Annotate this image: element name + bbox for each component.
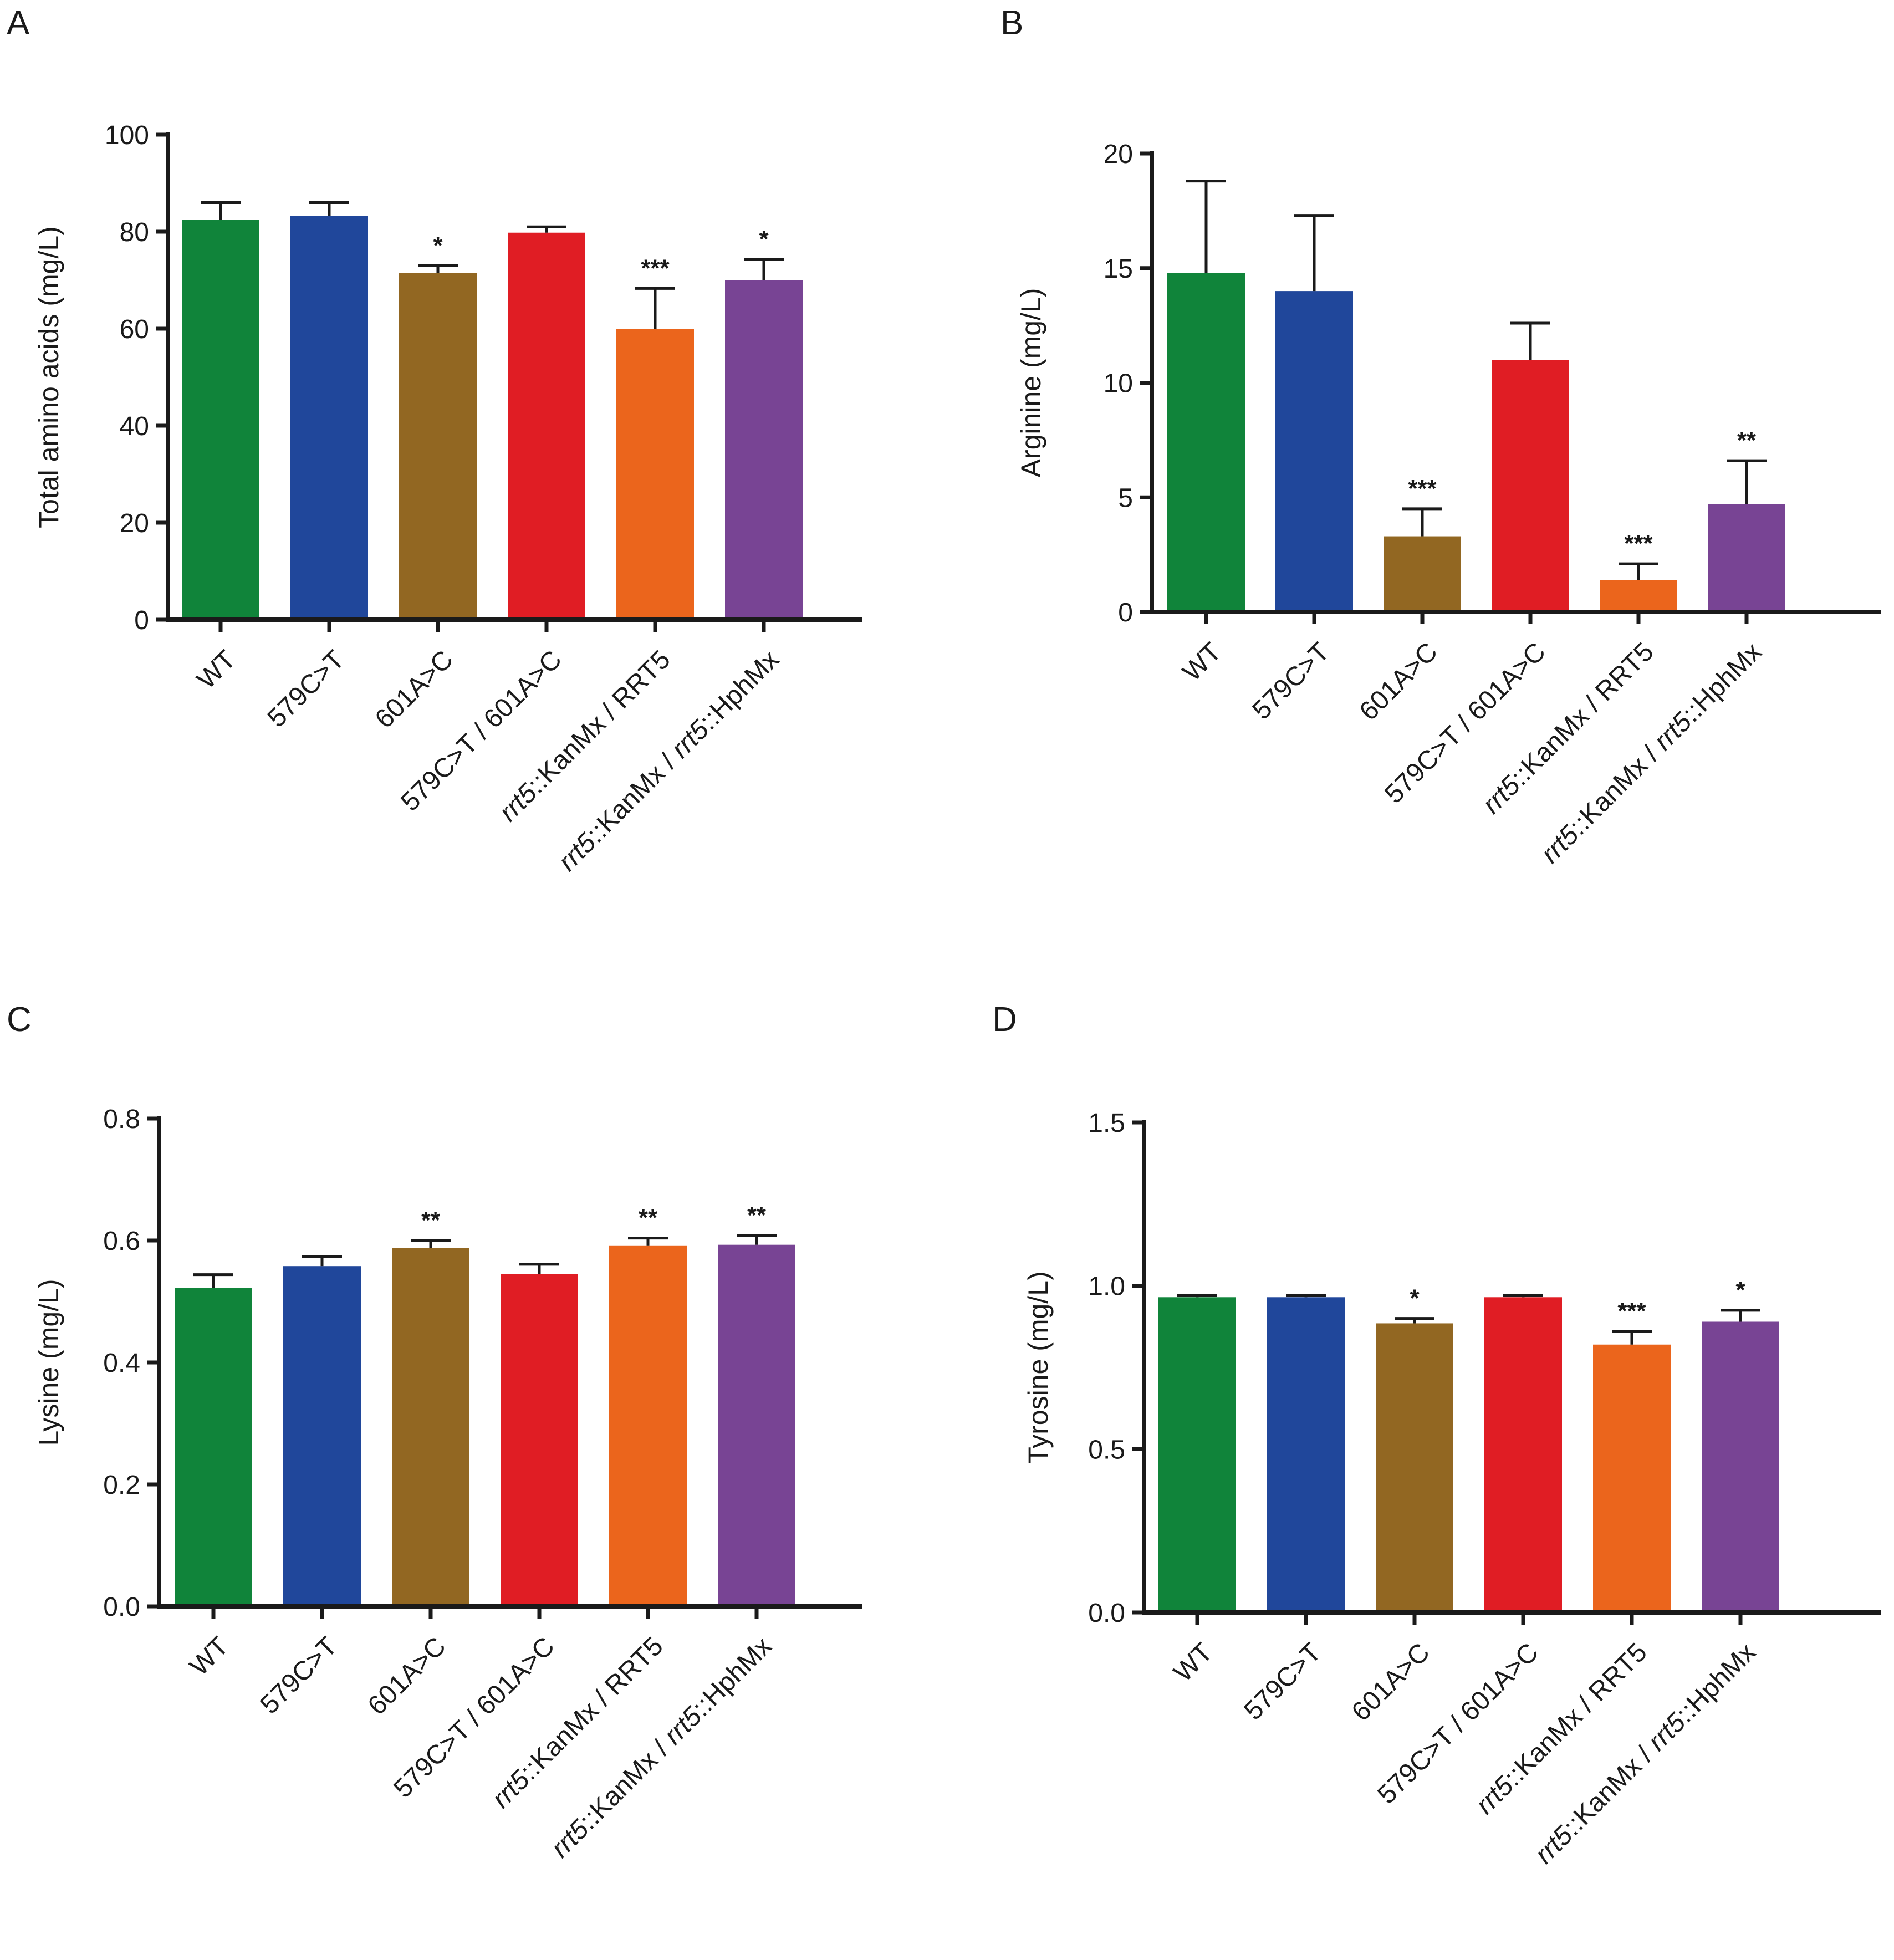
category-label: rrt5::KanMx / rrt5::HphMx xyxy=(545,1631,777,1863)
significance-label: *** xyxy=(1617,1298,1646,1325)
bar xyxy=(1384,536,1461,612)
bar xyxy=(182,220,259,620)
category-label: rrt5::KanMx / rrt5::HphMx xyxy=(553,645,784,876)
panel-letter: D xyxy=(992,1001,1017,1039)
category-label: rrt5::KanMx / rrt5::HphMx xyxy=(1529,1637,1761,1869)
y-tick-label: 0.2 xyxy=(103,1471,140,1500)
bar xyxy=(616,329,694,620)
y-tick-label: 1.0 xyxy=(1088,1272,1125,1301)
y-tick-label: 0 xyxy=(1118,598,1133,627)
bar xyxy=(1593,1344,1671,1612)
bar xyxy=(1600,580,1677,612)
category-label: 579C>T xyxy=(1247,637,1335,725)
category-label: 601A>C xyxy=(370,645,459,734)
category-label: WT xyxy=(1168,1637,1218,1687)
bar xyxy=(718,1244,795,1606)
significance-label: *** xyxy=(1408,475,1437,502)
y-axis-label: Total amino acids (mg/L) xyxy=(33,226,64,528)
y-tick-label: 0.0 xyxy=(1088,1599,1125,1628)
significance-label: * xyxy=(1735,1277,1745,1304)
bar xyxy=(609,1245,687,1606)
significance-label: *** xyxy=(1624,530,1653,557)
panel-letter: A xyxy=(7,4,30,42)
y-tick-label: 100 xyxy=(105,121,149,150)
significance-label: ** xyxy=(639,1204,658,1232)
bar xyxy=(501,1274,578,1606)
significance-label: * xyxy=(759,226,769,253)
bar xyxy=(1167,273,1245,612)
category-label: 579C>T xyxy=(262,645,350,733)
significance-label: ** xyxy=(1737,427,1757,454)
y-tick-label: 5 xyxy=(1118,483,1133,513)
y-tick-label: 0 xyxy=(134,606,149,635)
bar xyxy=(1492,360,1569,612)
y-tick-label: 15 xyxy=(1104,254,1133,284)
bar xyxy=(1708,504,1785,612)
bar xyxy=(1267,1297,1345,1612)
y-axis-label: Arginine (mg/L) xyxy=(1015,288,1046,478)
bar xyxy=(283,1266,361,1606)
category-label: WT xyxy=(192,645,242,695)
bar xyxy=(1702,1321,1779,1612)
significance-label: * xyxy=(1410,1285,1420,1312)
bar xyxy=(1275,291,1353,612)
bar xyxy=(508,232,585,620)
y-tick-label: 40 xyxy=(120,412,149,441)
bar xyxy=(1484,1297,1562,1612)
y-tick-label: 0.5 xyxy=(1088,1435,1125,1464)
y-tick-label: 0.0 xyxy=(103,1592,140,1622)
category-label: 601A>C xyxy=(1346,1637,1436,1727)
panel-a: A Total amino acids (mg/L) WT 579C>T * 601A>C… xyxy=(7,4,862,877)
y-axis-label: Lysine (mg/L) xyxy=(33,1279,64,1446)
panel-letter: B xyxy=(1000,4,1023,42)
bar xyxy=(290,216,368,620)
y-tick-label: 1.5 xyxy=(1088,1109,1125,1138)
y-tick-label: 10 xyxy=(1104,369,1133,399)
y-tick-label: 20 xyxy=(1104,140,1133,169)
bar xyxy=(1158,1297,1236,1612)
y-tick-label: 20 xyxy=(120,509,149,538)
category-label: 579C>T xyxy=(1239,1637,1327,1726)
y-tick-label: 80 xyxy=(120,218,149,247)
panel-letter: C xyxy=(7,1001,32,1039)
category-label: rrt5::KanMx / rrt5::HphMx xyxy=(1535,637,1767,869)
significance-label: ** xyxy=(421,1207,441,1234)
category-label: 601A>C xyxy=(1354,637,1443,726)
y-tick-label: 0.8 xyxy=(103,1105,140,1134)
y-tick-label: 60 xyxy=(120,315,149,344)
bar xyxy=(175,1288,252,1606)
category-label: 579C>T xyxy=(255,1631,343,1719)
category-label: WT xyxy=(185,1631,234,1681)
y-tick-label: 0.6 xyxy=(103,1227,140,1256)
bar xyxy=(1376,1323,1453,1612)
bar xyxy=(392,1248,469,1606)
significance-label: ** xyxy=(747,1202,767,1229)
y-axis-label: Tyrosine (mg/L) xyxy=(1023,1271,1054,1463)
bar xyxy=(399,273,477,620)
significance-label: * xyxy=(433,232,443,259)
category-label: 601A>C xyxy=(363,1631,452,1721)
y-tick-label: 0.4 xyxy=(103,1349,140,1378)
category-label: WT xyxy=(1177,637,1227,687)
bar xyxy=(725,280,803,620)
significance-label: *** xyxy=(641,254,670,282)
